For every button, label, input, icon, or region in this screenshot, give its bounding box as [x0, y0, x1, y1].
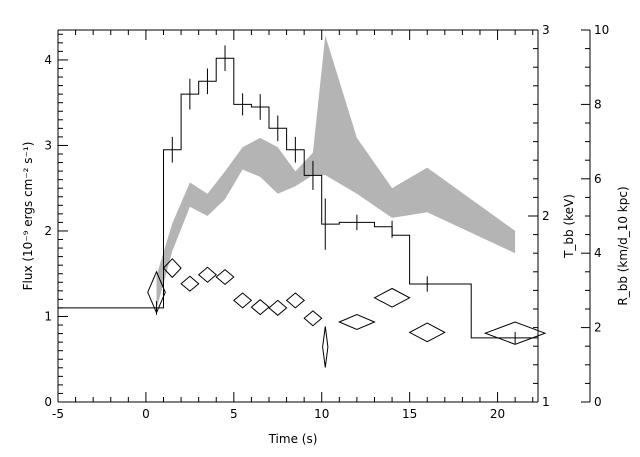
radius-diamond	[233, 292, 253, 309]
radius-diamond	[215, 268, 235, 286]
radius-diamond	[162, 258, 182, 279]
radius-diamond	[197, 266, 217, 283]
temperature-band-layer	[156, 35, 516, 309]
y-tick-label: 1	[44, 309, 52, 323]
radius-diamond	[373, 287, 411, 308]
y3-tick-label: 6	[594, 172, 602, 186]
y3-tick-label: 0	[594, 395, 602, 409]
x-tick-label: 10	[314, 407, 329, 421]
x-tick-label: 0	[142, 407, 150, 421]
y2-axis-title: T_bb (keV)	[562, 194, 576, 259]
radius-diamond	[180, 275, 200, 292]
radius-diamond	[250, 299, 270, 316]
y-tick-label: 0	[44, 395, 52, 409]
x-tick-label: 15	[402, 407, 417, 421]
radius-diamond	[483, 321, 547, 345]
y-tick-label: 2	[44, 224, 52, 238]
y3-tick-label: 2	[594, 321, 602, 335]
y2-tick-label: 3	[542, 23, 550, 37]
x-tick-label: -5	[52, 407, 64, 421]
radius-diamond	[285, 292, 305, 309]
y3-tick-label: 8	[594, 97, 602, 111]
radius-diamond	[303, 310, 323, 327]
radius-diamond	[408, 322, 446, 343]
temperature-band	[156, 35, 516, 309]
x-axis-title: Time (s)	[268, 432, 318, 446]
y3-axis-title: R_bb (km/d_10 kpc)	[616, 186, 630, 305]
y-axis-title: Flux (10⁻⁹ ergs cm⁻² s⁻¹)	[21, 142, 35, 291]
y2-tick-label: 2	[542, 209, 550, 223]
radius-diamond-layer	[147, 258, 547, 368]
x-tick-label: 20	[490, 407, 505, 421]
y3-tick-label: 4	[594, 246, 602, 260]
y3-tick-label: 10	[594, 23, 609, 37]
radius-diamond	[268, 299, 288, 316]
flux-errorbar-layer	[155, 45, 516, 344]
y2-tick-label: 1	[542, 395, 550, 409]
radius-diamond	[338, 314, 376, 331]
y-tick-label: 3	[44, 138, 52, 152]
radius-diamond	[322, 326, 329, 368]
y-tick-label: 4	[44, 53, 52, 67]
radius-diamond	[147, 270, 166, 314]
x-tick-label: 5	[230, 407, 238, 421]
